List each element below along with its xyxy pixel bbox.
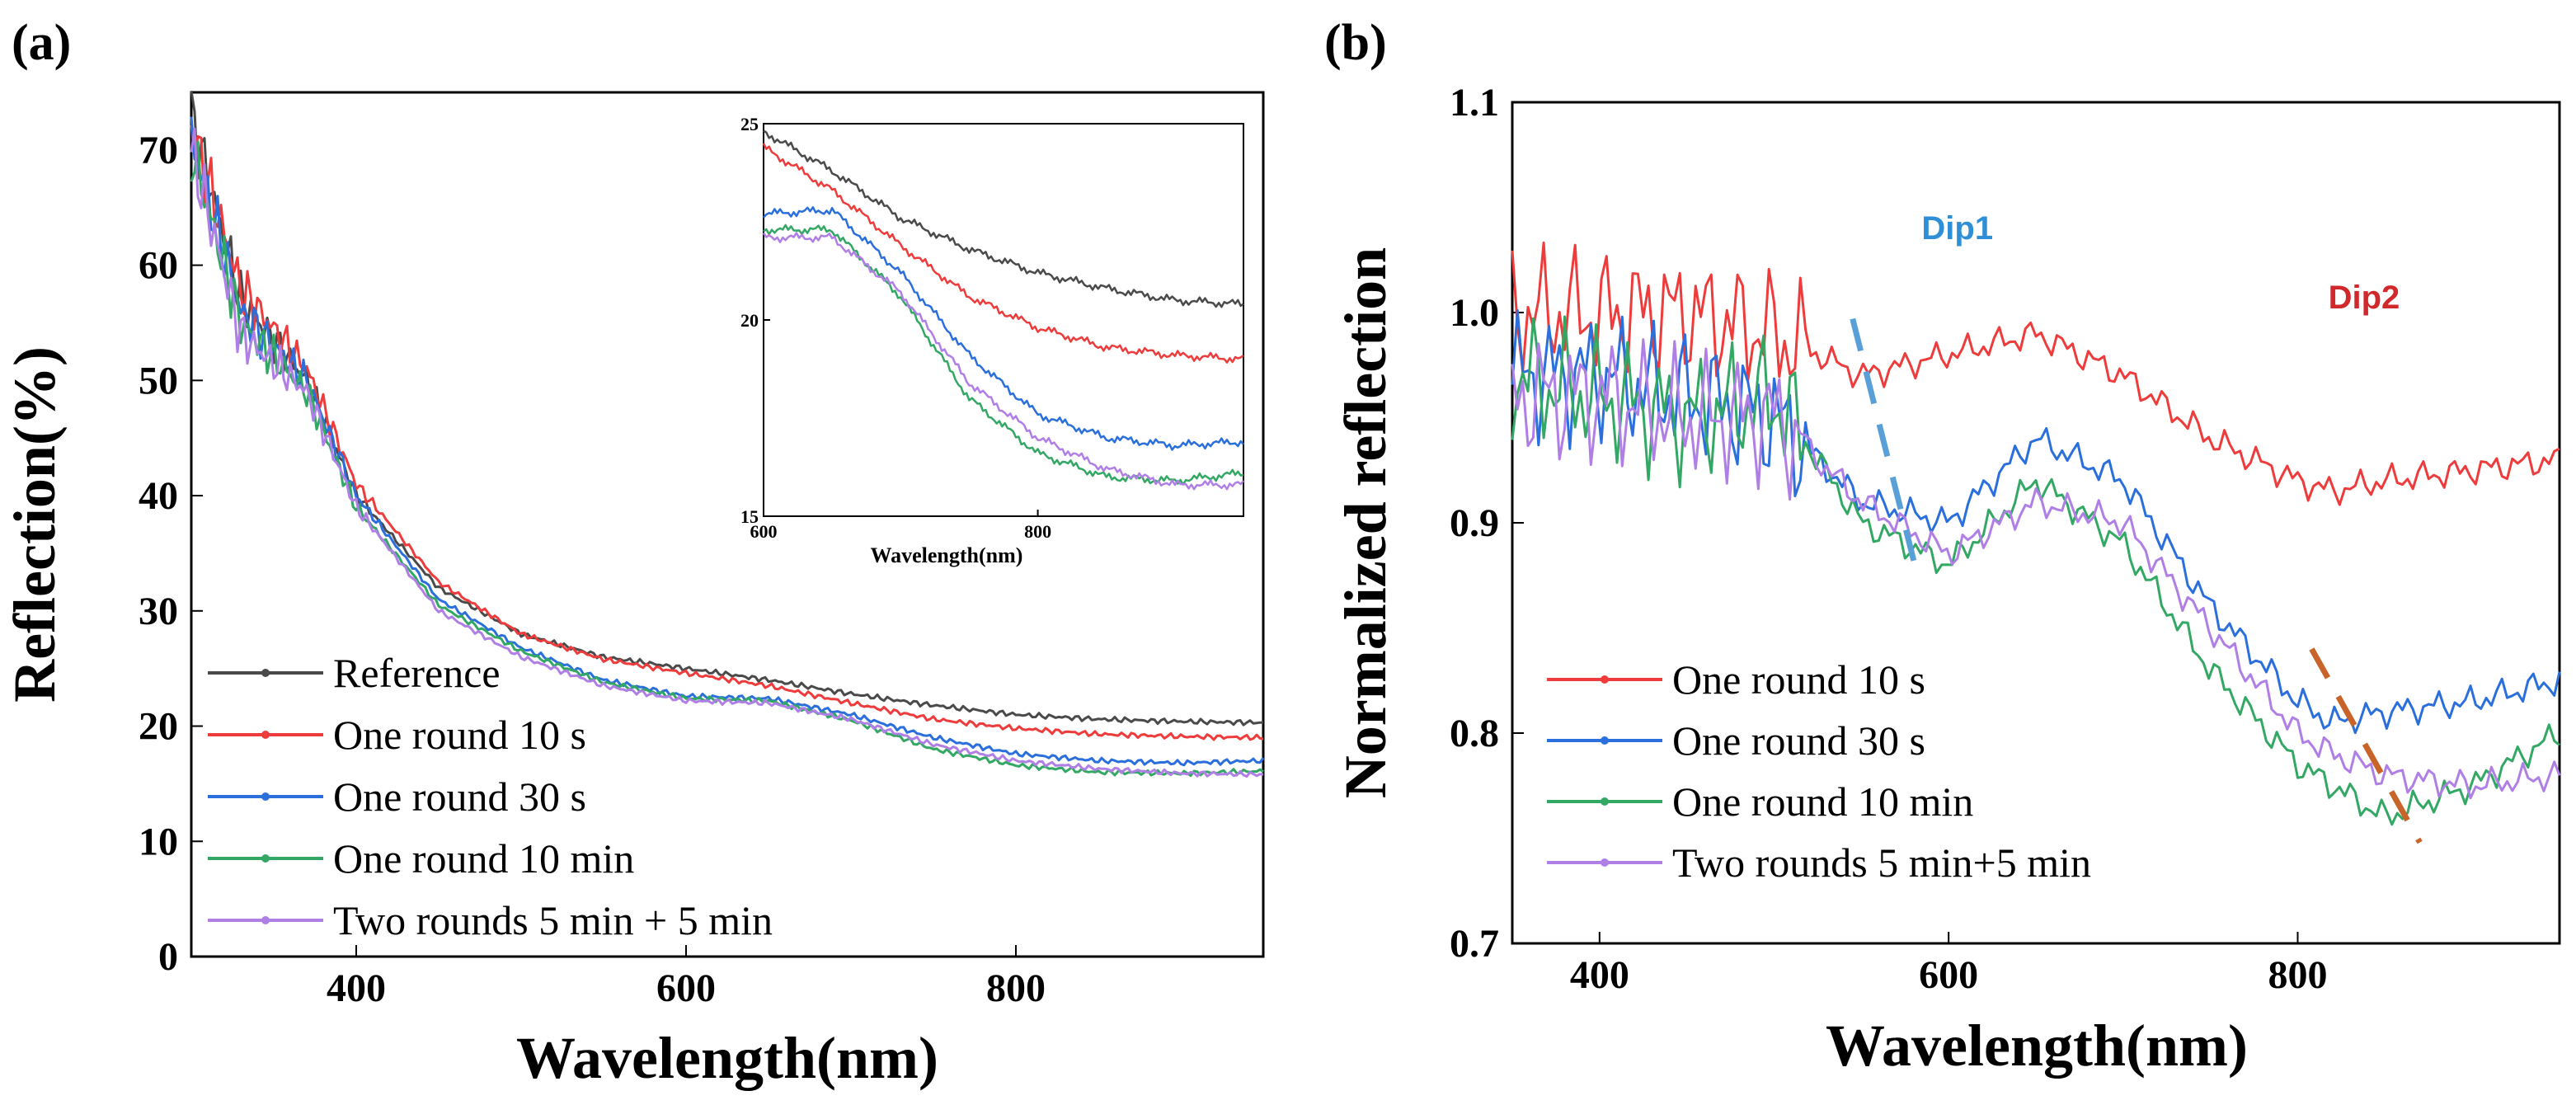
panel-a-ytick-label: 0 bbox=[158, 935, 178, 979]
dip1-line bbox=[1850, 317, 1917, 562]
panel-b-legend-marker bbox=[1601, 736, 1609, 745]
panel-a-legend: Reference One round 10 s One round 30 s One… bbox=[208, 650, 773, 943]
panel-a-series-one-round-10-s-line bbox=[190, 125, 1264, 741]
panel-b-series-two-rounds-5-min-5-min-line bbox=[1511, 338, 2561, 800]
inset-background bbox=[762, 122, 1245, 520]
panel-a-ticks: 400 600 800 0 10 20 30 40 50 60 70 bbox=[139, 129, 1046, 1010]
panel-a-legend-marker bbox=[261, 731, 270, 739]
panel-b-legend-marker bbox=[1601, 675, 1609, 684]
panel-b-legend-label: One round 30 s bbox=[1672, 717, 1925, 764]
panel-a-series bbox=[190, 90, 1265, 778]
panel-b-ytick-label: 0.9 bbox=[1450, 501, 1499, 545]
inset-series-one-round-10-min-line bbox=[763, 223, 1244, 486]
inset-ticks: 600 800 15 20 25 bbox=[740, 114, 1051, 542]
panel-b-y-axis-title: Normalized reflection bbox=[1333, 247, 1398, 798]
panel-a-legend-label: One round 30 s bbox=[333, 774, 586, 820]
dip2-line bbox=[2309, 647, 2423, 844]
panel-a-ytick-label: 20 bbox=[139, 705, 178, 749]
panel-b-legend: One round 10 s One round 30 s One round 10… bbox=[1547, 656, 2091, 886]
panel-b-x-axis-title: Wavelength(nm) bbox=[1826, 1013, 2248, 1079]
panel-a-legend-marker bbox=[261, 916, 270, 924]
panel-a-x-axis-title: Wavelength(nm) bbox=[516, 1025, 938, 1091]
panel-a-legend-label: One round 10 s bbox=[333, 712, 586, 758]
panel-a-legend-marker bbox=[261, 669, 270, 677]
inset-series-two-rounds-5-min-5-min-line bbox=[762, 232, 1244, 491]
panel-a-xtick-label: 400 bbox=[327, 966, 386, 1010]
panel-a-legend-marker bbox=[261, 854, 270, 863]
inset-ytick-label: 20 bbox=[740, 310, 759, 331]
panel-b-xtick-label: 600 bbox=[1919, 953, 1978, 997]
panel-b-ytick-label: 1.0 bbox=[1450, 291, 1499, 335]
inset-xtick-label: 800 bbox=[1024, 521, 1051, 542]
panel-b-legend-label: Two rounds 5 min+5 min bbox=[1672, 839, 2091, 886]
panel-a-legend-label: One round 10 min bbox=[333, 835, 634, 882]
panel-a: (a) Reflection(%) Wavelength(nm) 400 600 8… bbox=[2, 15, 1265, 1091]
panel-b-series-one-round-10-s-line bbox=[1511, 241, 2560, 506]
panel-b: (b) Normalized reflection Wavelength(nm)… bbox=[1324, 15, 2561, 1079]
inset-x-axis-title: Wavelength(nm) bbox=[871, 543, 1023, 567]
panel-b-ytick-label: 0.8 bbox=[1450, 712, 1499, 755]
panel-a-series-one-round-30-s-line bbox=[190, 116, 1265, 767]
panel-a-ytick-label: 40 bbox=[139, 474, 178, 518]
panel-b-legend-marker bbox=[1601, 797, 1609, 806]
panel-b-legend-label: One round 10 min bbox=[1672, 778, 1973, 825]
panel-a-frame bbox=[190, 91, 1265, 958]
dip2-label: Dip2 bbox=[2329, 280, 2400, 316]
inset-ytick-label: 15 bbox=[740, 506, 759, 527]
panel-a-label: (a) bbox=[12, 15, 71, 71]
panel-b-ytick-label: 1.1 bbox=[1450, 81, 1499, 125]
panel-a-ytick-label: 10 bbox=[139, 820, 178, 863]
panel-b-label: (b) bbox=[1324, 15, 1387, 71]
panel-b-series-one-round-30-s-line bbox=[1511, 308, 2561, 735]
panel-a-inset: 600 800 15 20 25 Wavelength(nm) bbox=[740, 114, 1245, 567]
panel-a-ytick-label: 60 bbox=[139, 244, 178, 288]
panel-a-series-two-rounds-5-min-5-min-line bbox=[190, 127, 1264, 778]
panel-a-legend-label: Reference bbox=[333, 650, 501, 696]
panel-b-series-one-round-10-min-line bbox=[1511, 315, 2560, 826]
panel-b-series bbox=[1511, 241, 2561, 826]
panel-a-xtick-label: 600 bbox=[656, 966, 716, 1010]
panel-b-xtick-label: 800 bbox=[2268, 953, 2328, 997]
panel-a-y-axis-title: Reflection(%) bbox=[2, 346, 68, 703]
inset-series bbox=[762, 129, 1244, 491]
inset-series-reference-line bbox=[763, 129, 1244, 308]
dip1-label: Dip1 bbox=[1921, 210, 1993, 247]
inset-series-one-round-10-s-line bbox=[762, 143, 1244, 364]
panel-a-ytick-label: 30 bbox=[139, 590, 178, 633]
panel-a-legend-label: Two rounds 5 min + 5 min bbox=[333, 897, 773, 943]
inset-ytick-label: 25 bbox=[740, 114, 759, 134]
panel-a-xtick-label: 800 bbox=[986, 966, 1046, 1010]
panel-a-legend-marker bbox=[261, 792, 270, 801]
panel-b-xtick-label: 400 bbox=[1570, 953, 1629, 997]
panel-b-dip-lines bbox=[1850, 317, 2423, 844]
inset-xtick-label: 600 bbox=[750, 521, 778, 542]
panel-b-ytick-label: 0.7 bbox=[1450, 922, 1499, 966]
inset-series-one-round-30-s-line bbox=[763, 206, 1244, 451]
panel-b-ticks: 400 600 800 0.7 0.8 0.9 1.0 1.1 bbox=[1450, 81, 2328, 997]
panel-b-legend-label: One round 10 s bbox=[1672, 656, 1925, 703]
panel-a-ytick-label: 70 bbox=[139, 129, 178, 172]
panel-a-ytick-label: 50 bbox=[139, 359, 178, 402]
panel-b-legend-marker bbox=[1601, 858, 1609, 867]
